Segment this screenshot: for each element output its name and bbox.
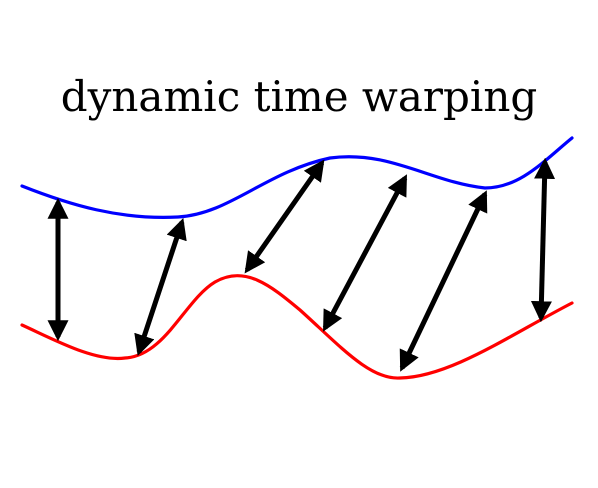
alignment-arrow-2 xyxy=(134,218,187,356)
top-series-curve xyxy=(20,136,574,219)
figure-title: dynamic time warping xyxy=(60,72,538,121)
alignment-arrow-4 xyxy=(322,174,408,332)
alignment-arrows xyxy=(47,157,556,372)
alignment-arrow-5 xyxy=(399,190,488,372)
bottom-series-curve xyxy=(20,274,574,380)
alignment-arrow-3 xyxy=(244,159,325,274)
alignment-arrow-6 xyxy=(530,157,556,323)
